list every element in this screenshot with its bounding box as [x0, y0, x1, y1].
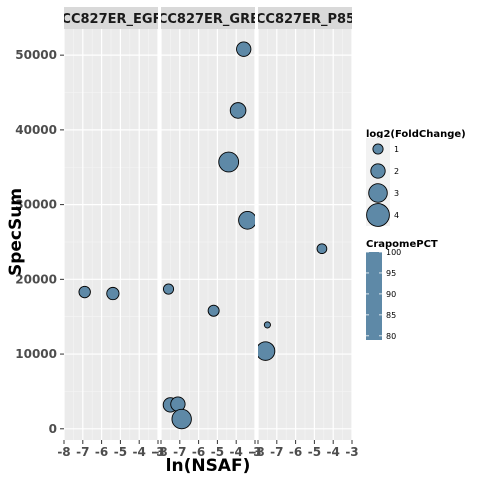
panel-points [78, 285, 120, 301]
facet-strip-label: HCC827ER_P85B [245, 12, 365, 27]
color-legend-bar [366, 252, 382, 340]
size-legend-key [368, 183, 388, 203]
x-tick-label: -8 [154, 445, 167, 459]
y-tick-label: 20000 [15, 272, 57, 286]
data-point [78, 285, 91, 299]
x-tick-label: -3 [345, 445, 358, 459]
panel-points [162, 41, 255, 430]
x-tick-label: -5 [211, 445, 224, 459]
data-point [258, 341, 276, 361]
size-legend: log2(FoldChange) 1 2 3 4 [366, 129, 466, 227]
color-legend-label: 80 [386, 332, 396, 341]
size-legend-key [366, 203, 390, 227]
x-tick-label: -3 [248, 445, 261, 459]
x-tick-label: -4 [133, 445, 146, 459]
y-tick-label: 10000 [15, 347, 57, 361]
x-tick-label: -7 [173, 445, 186, 459]
facet-strip [161, 7, 255, 29]
size-legend-label: 2 [394, 167, 399, 176]
data-point [106, 286, 120, 301]
size-legend-label: 1 [394, 145, 399, 154]
size-legend-key [370, 163, 386, 179]
color-legend-label: 90 [386, 290, 396, 299]
x-tick-label: -5 [308, 445, 321, 459]
x-tick-label: -4 [230, 445, 243, 459]
facet-panel: HCC827ER_P85B [245, 7, 365, 440]
data-point [162, 283, 175, 295]
x-tick-label: -8 [251, 445, 264, 459]
x-tick-label: -6 [192, 445, 205, 459]
x-axis-title: ln(NSAF) [166, 456, 251, 476]
x-axis: -8 -7 -6 -5 -4 -3-8 -7 -6 -5 -4 -3-8 -7 -6 -5 -4 -3 [57, 440, 359, 459]
color-legend-title: CrapomePCT [366, 239, 438, 250]
y-tick-label: 30000 [15, 198, 57, 212]
x-tick-label: -8 [57, 445, 70, 459]
y-tick-label: 0 [49, 422, 57, 436]
x-tick-label: -4 [327, 445, 340, 459]
data-point [238, 210, 255, 230]
y-tick-label: 50000 [15, 48, 57, 62]
facet-panel: HCC827ER_GRB2 [147, 7, 269, 440]
size-legend-label: 4 [394, 211, 399, 220]
x-tick-label: -6 [289, 445, 302, 459]
x-tick-label: -5 [114, 445, 127, 459]
facet-strip [258, 7, 352, 29]
facet-strip [64, 7, 158, 29]
data-point [218, 151, 240, 173]
data-point [263, 321, 271, 329]
color-legend-label: 95 [386, 269, 396, 278]
facet-strip-label: HCC827ER_GRB2 [147, 12, 269, 27]
data-point [171, 408, 192, 430]
x-tick-label: -6 [95, 445, 108, 459]
data-point [236, 41, 252, 57]
x-tick-label: -7 [270, 445, 283, 459]
panel-points [258, 243, 328, 361]
data-point [229, 102, 247, 119]
facet-panel: HCC827ER_EGFR [51, 7, 172, 440]
color-legend-label: 100 [386, 248, 401, 257]
x-tick-label: -3 [151, 445, 164, 459]
size-legend-title: log2(FoldChange) [366, 129, 466, 140]
y-tick-label: 40000 [15, 123, 57, 137]
y-axis-title: SpecSum [6, 188, 26, 276]
data-point [316, 243, 328, 255]
facet-strip-label: HCC827ER_EGFR [51, 12, 172, 27]
x-tick-label: -7 [76, 445, 89, 459]
size-legend-label: 3 [394, 189, 399, 198]
y-axis: 0 10000 20000 30000 40000 50000 [15, 48, 64, 436]
data-point [207, 304, 220, 317]
color-legend-label: 85 [386, 311, 396, 320]
size-legend-key [372, 143, 384, 155]
